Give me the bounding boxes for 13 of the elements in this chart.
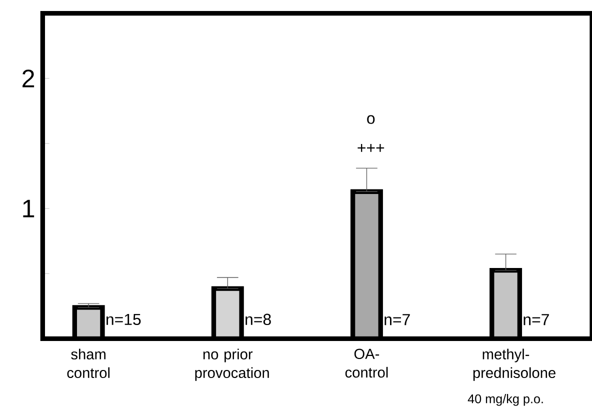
annotation: n=7 — [524, 314, 549, 326]
annotation: n=8 — [246, 314, 271, 326]
annotation: +++ — [358, 144, 384, 152]
annotation: n=15 — [106, 314, 141, 326]
annotation: n=7 — [384, 314, 410, 326]
x-tick-label: OA-control — [345, 348, 388, 378]
x-tick-label: no prior provocation — [195, 348, 269, 381]
x-tick-label: methyl-prednisolone — [473, 348, 556, 381]
y-tick-label: 2 — [22, 70, 34, 88]
y-tick-label: 1 — [23, 200, 34, 218]
text: 40 mg/kg p.o. — [468, 394, 543, 406]
x-tick-label: sham control — [67, 348, 110, 378]
annotation: o — [367, 115, 375, 124]
